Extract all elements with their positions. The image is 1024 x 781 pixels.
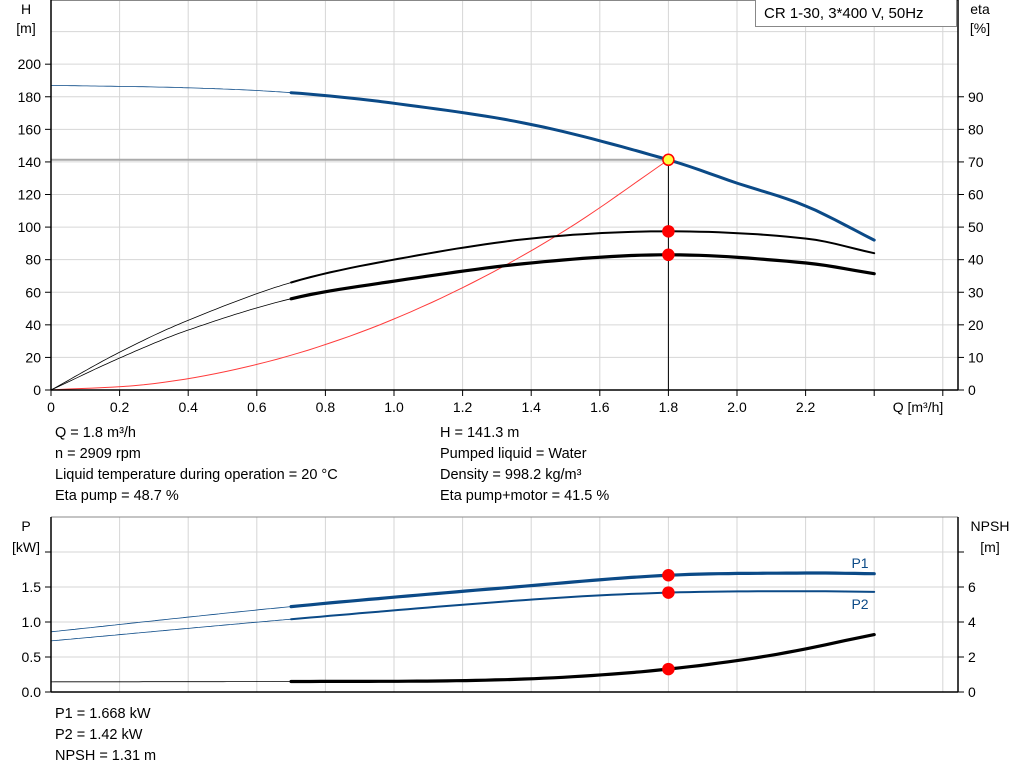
npsh-axis-unit: [m] [980, 539, 999, 555]
eta-pump-curve-extrapolated [50, 282, 292, 391]
h-axis-title: H [21, 1, 31, 17]
npsh-tick-label: 0 [968, 684, 976, 700]
info-left: Q = 1.8 m³/h n = 2909 rpm Liquid tempera… [55, 423, 338, 507]
info-liquid: Pumped liquid = Water [440, 446, 587, 462]
npsh-tick-label: 2 [968, 649, 976, 665]
info-eta-pump: Eta pump = 48.7 % [55, 488, 179, 504]
eta-tick-label: 90 [968, 89, 984, 105]
axis-labels: H [m] eta [%] Q [m³/h] P [kW] NPSH [m] P… [12, 1, 1009, 612]
x-tick-label: 2.0 [727, 399, 747, 415]
h-tick-label: 140 [18, 154, 42, 170]
h-tick-label: 120 [18, 187, 42, 203]
q-axis-title: Q [m³/h] [893, 399, 944, 415]
eta-tick-label: 30 [968, 284, 984, 300]
p2-curve-extrapolated [50, 618, 292, 642]
info-p2: P2 = 1.42 kW [55, 727, 143, 743]
eta-tick-label: 60 [968, 187, 984, 203]
eta-tick-label: 40 [968, 252, 984, 268]
h-tick-label: 60 [25, 284, 41, 300]
h-tick-label: 160 [18, 121, 42, 137]
p-tick-label: 1.5 [22, 579, 42, 595]
x-tick-label: 1.6 [590, 399, 610, 415]
h-axis-unit: [m] [16, 20, 35, 36]
x-tick-label: 0 [47, 399, 55, 415]
eta-tick-label: 70 [968, 154, 984, 170]
info-density: Density = 998.2 kg/m³ [440, 467, 582, 483]
duty-point [662, 153, 675, 167]
p-axis-title: P [21, 518, 30, 534]
info-right: H = 141.3 m Pumped liquid = Water Densit… [440, 423, 609, 507]
x-tick-label: 1.4 [521, 399, 541, 415]
h-tick-label: 40 [25, 317, 41, 333]
eta-tick-label: 20 [968, 317, 984, 333]
grid-bottom [51, 516, 958, 692]
head-curve [289, 91, 876, 242]
chart-legend-title: CR 1-30, 3*400 V, 50Hz [755, 0, 957, 27]
eta-pump-motor-curve-extrapolated [50, 298, 292, 391]
p-tick-label: 1.0 [22, 614, 42, 630]
h-tick-label: 0 [33, 382, 41, 398]
info-flow: Q = 1.8 m³/h [55, 425, 136, 441]
eta-pump-point [662, 225, 675, 238]
eta-pump-curve [290, 230, 876, 284]
info-speed: n = 2909 rpm [55, 446, 141, 462]
p2-series-label: P2 [851, 596, 868, 612]
p1-series-label: P1 [851, 555, 868, 571]
h-tick-label: 20 [25, 349, 41, 365]
info-head: H = 141.3 m [440, 425, 520, 441]
x-tick-label: 1.8 [659, 399, 679, 415]
npsh-tick-label: 6 [968, 579, 976, 595]
eta-axis-title: eta [970, 1, 990, 17]
info-p1: P1 = 1.668 kW [55, 706, 151, 722]
p2-point [662, 586, 675, 599]
curves [50, 85, 876, 684]
axes: 0 0.2 0.4 0.6 0.8 1.0 1.2 1.4 1.6 1.8 2.0 2.2020406… [18, 0, 984, 700]
info-power: P1 = 1.668 kW P2 = 1.42 kW NPSH = 1.31 m [55, 704, 156, 767]
eta-pump-motor-point [662, 248, 675, 262]
x-tick-label: 0.4 [178, 399, 198, 415]
info-npsh: NPSH = 1.31 m [55, 748, 157, 764]
eta-pump-motor-curve [289, 253, 876, 301]
p-tick-label: 0.0 [22, 684, 42, 700]
npsh-tick-label: 4 [968, 614, 976, 630]
p1-curve [289, 571, 876, 609]
p1-curve-extrapolated [50, 606, 292, 633]
h-tick-label: 100 [18, 219, 42, 235]
x-tick-label: 0.2 [110, 399, 130, 415]
npsh-axis-title: NPSH [971, 518, 1010, 534]
p1-point [662, 568, 675, 582]
x-tick-label: 0.6 [247, 399, 267, 415]
head-curve-extrapolated [50, 85, 292, 94]
system-curve [50, 159, 669, 391]
eta-axis-unit: [%] [970, 20, 990, 36]
x-tick-label: 1.0 [384, 399, 404, 415]
x-tick-label: 1.2 [453, 399, 473, 415]
p-tick-label: 0.5 [22, 649, 42, 665]
x-tick-label: 0.8 [316, 399, 336, 415]
info-temperature: Liquid temperature during operation = 20… [55, 467, 338, 483]
npsh-curve [289, 633, 876, 684]
x-tick-label: 2.2 [796, 399, 816, 415]
h-tick-label: 180 [18, 89, 42, 105]
h-tick-label: 80 [25, 252, 41, 268]
h-tick-label: 200 [18, 56, 42, 72]
eta-tick-label: 80 [968, 121, 984, 137]
npsh-point [662, 662, 675, 676]
p-axis-unit: [kW] [12, 539, 40, 555]
info-eta-pump-motor: Eta pump+motor = 41.5 % [440, 488, 610, 504]
eta-tick-label: 50 [968, 219, 984, 235]
eta-tick-label: 0 [968, 382, 976, 398]
grid-top [51, 0, 958, 390]
eta-tick-label: 10 [968, 349, 984, 365]
p2-curve [290, 590, 876, 621]
